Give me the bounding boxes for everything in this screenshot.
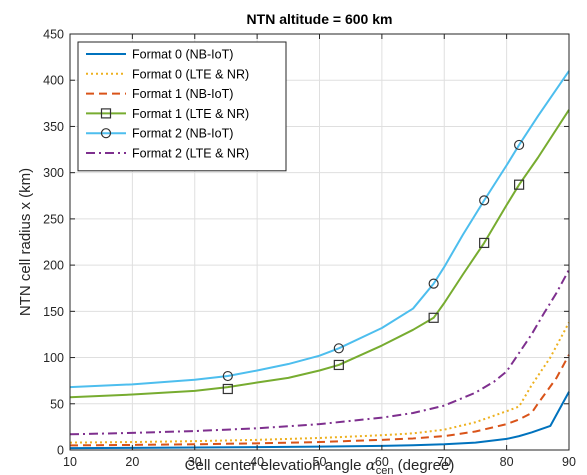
x-axis-label-greek: α: [366, 456, 376, 474]
x-tick-label: 40: [250, 455, 264, 469]
x-axis-label-subscript: cen: [376, 465, 394, 475]
legend-label: Format 1 (NB-IoT): [132, 87, 233, 101]
data-point-marker: [428, 312, 439, 323]
data-point-marker: [333, 359, 344, 371]
y-tick-label: 450: [43, 28, 64, 42]
legend-label: Format 0 (NB-IoT): [132, 48, 233, 62]
y-tick-label: 100: [43, 351, 64, 365]
data-point-marker: [479, 237, 490, 249]
x-tick-label: 20: [125, 455, 139, 469]
y-axis-label: NTN cell radius x (km): [17, 168, 34, 316]
x-axis-label: Cell center elevation angle αcen (degree…: [185, 456, 455, 475]
data-point-marker: [333, 343, 344, 354]
series-line: [69, 321, 570, 444]
legend-label: Format 2 (LTE & NR): [132, 147, 249, 161]
x-axis-label-main: Cell center elevation angle: [185, 457, 366, 474]
x-tick-label: 60: [375, 455, 389, 469]
y-tick-label: 250: [43, 212, 64, 226]
legend-item: Format 0 (NB-IoT): [86, 48, 233, 62]
y-tick-label: 0: [57, 444, 64, 458]
legend-box: [77, 41, 287, 172]
legend-item: Format 1 (NB-IoT): [86, 87, 233, 101]
legend-label: Format 0 (LTE & NR): [132, 67, 249, 81]
legend-item: Format 2 (LTE & NR): [86, 147, 249, 161]
x-tick-labels: 10 20 30 40 50 60 70 80 90: [63, 455, 576, 469]
series-line: [69, 354, 570, 447]
series-line: [69, 70, 570, 389]
data-point-marker: [222, 370, 233, 382]
series-6: [69, 269, 570, 436]
y-tick-label: 350: [43, 120, 64, 134]
y-tick-label: 200: [43, 259, 64, 273]
x-tick-label: 70: [437, 455, 451, 469]
chart-title: NTN altitude = 600 km: [247, 11, 393, 27]
x-tick-label: 10: [63, 455, 77, 469]
x-tick-label: 90: [562, 455, 576, 469]
y-tick-label: 300: [43, 166, 64, 180]
legend-marker: [100, 108, 112, 119]
series-line: [69, 269, 570, 436]
data-point-marker: [513, 139, 525, 151]
legend-item: Format 0 (LTE & NR): [86, 67, 249, 81]
y-tick-label: 50: [50, 397, 64, 411]
legend: Format 0 (NB-IoT) Format 0 (LTE & NR) Form…: [77, 41, 287, 172]
series-4: [69, 109, 570, 399]
legend-item: Format 1 (LTE & NR): [86, 107, 249, 121]
legend-label: Format 1 (LTE & NR): [132, 107, 249, 121]
series-line: [69, 391, 570, 450]
series-2: [69, 321, 570, 444]
data-point-marker: [222, 383, 233, 395]
y-tick-labels: 0 50 100 150 200 250 300 350 400 450: [43, 28, 64, 458]
x-tick-label: 30: [188, 455, 202, 469]
series-1: [69, 391, 570, 450]
data-point-marker: [479, 195, 490, 206]
series-line: [69, 109, 570, 399]
legend-item: Format 2 (NB-IoT): [86, 127, 233, 141]
x-tick-label: 80: [500, 455, 514, 469]
legend-label: Format 2 (NB-IoT): [132, 127, 233, 141]
axis-ticks: [69, 33, 570, 451]
series-layer: [69, 70, 570, 450]
x-tick-label: 50: [313, 455, 327, 469]
data-point-marker: [428, 278, 439, 289]
legend-marker: [100, 128, 112, 139]
series-3: [69, 354, 570, 447]
series-5: [69, 70, 570, 389]
y-tick-label: 400: [43, 74, 64, 88]
x-axis-label-suffix: (degree): [393, 457, 454, 474]
y-tick-label: 150: [43, 305, 64, 319]
data-point-marker: [513, 179, 525, 190]
